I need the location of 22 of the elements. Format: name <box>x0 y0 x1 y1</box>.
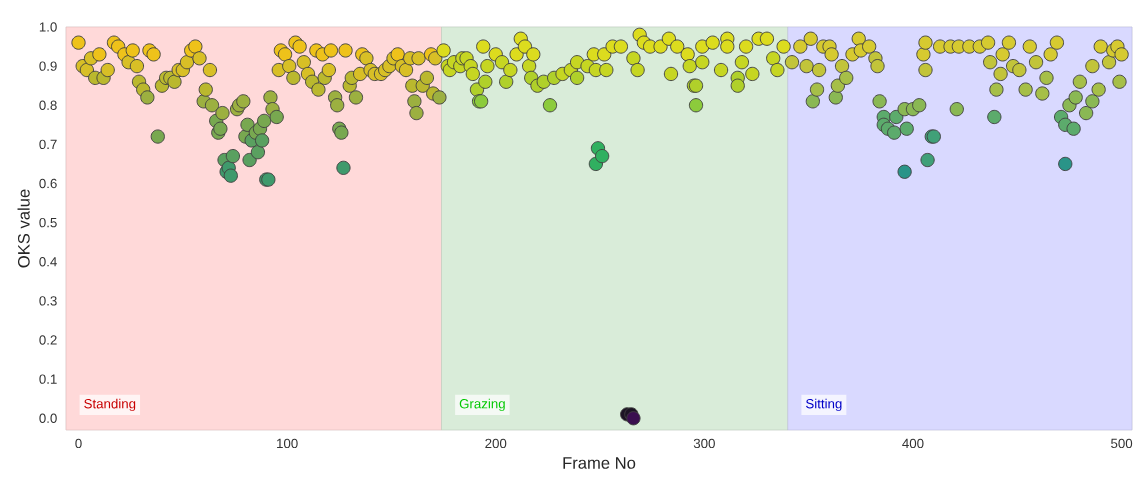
y-axis-title: OKS value <box>17 189 30 268</box>
y-tick-label: 0.3 <box>39 296 57 306</box>
x-tick-label: 300 <box>693 438 715 449</box>
y-tick-label: 0.1 <box>39 374 57 384</box>
x-axis-title: Frame No <box>563 457 636 469</box>
y-tick-label: 0.8 <box>39 100 57 110</box>
x-tick-label: 0 <box>75 438 82 449</box>
y-tick-label: 0.6 <box>39 178 57 189</box>
x-tick-label: 200 <box>485 438 507 449</box>
y-tick-label: 0.0 <box>39 413 57 423</box>
band-label: Standing <box>84 398 136 412</box>
band-label: Sitting <box>806 398 842 412</box>
x-tick-label: 400 <box>902 438 924 449</box>
y-tick-label: 0.9 <box>39 61 57 71</box>
x-tick-label: 500 <box>1111 438 1133 449</box>
x-tick-label: 100 <box>277 438 298 449</box>
y-tick-label: 0.2 <box>39 335 57 345</box>
y-tick-label: 0.4 <box>39 257 57 267</box>
band-label: Grazing <box>459 398 505 412</box>
y-tick-label: 0.5 <box>39 217 57 228</box>
y-tick-label: 1.0 <box>39 22 57 32</box>
y-tick-label: 0.7 <box>39 139 57 150</box>
